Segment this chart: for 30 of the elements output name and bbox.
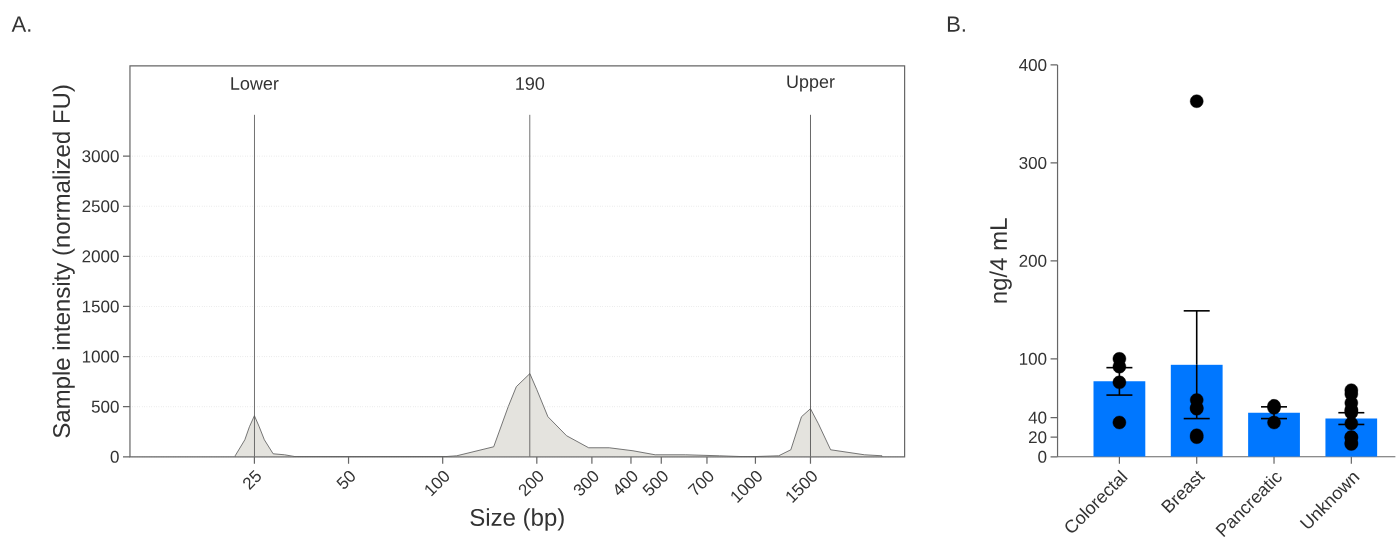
y-tick-label: 300 [1019, 157, 1047, 170]
chart-title: B. [947, 16, 965, 32]
x-axis-title: Size (bp) [470, 508, 564, 531]
y-axis-title: ng/4 mL [989, 218, 1012, 303]
ref-line-label: Upper [787, 75, 835, 92]
x-tick-label: 700 [687, 471, 714, 496]
y-tick-label: 40 [1028, 411, 1047, 424]
y-tick-label: 1000 [82, 350, 119, 363]
x-tick-label: 50 [336, 471, 355, 489]
y-tick-label: 200 [1019, 254, 1047, 268]
chart-title: A. [11, 16, 31, 32]
ref-line-label: Lower [231, 77, 279, 90]
y-tick-label: 0 [110, 450, 119, 463]
ref-line-label: 190 [516, 77, 545, 91]
y-tick-label: 1500 [82, 300, 119, 313]
y-tick-label: 20 [1028, 431, 1047, 444]
x-tick-label: 300 [573, 471, 599, 496]
y-tick-label: 3000 [82, 150, 119, 163]
y-tick-label: 2000 [82, 250, 119, 263]
x-tick-label: 400 [615, 471, 638, 496]
x-tick-label: 100 [425, 471, 449, 497]
y-tick-label: 400 [1019, 59, 1047, 72]
y-tick-label: 100 [1019, 352, 1047, 365]
x-tick-label: 500 [642, 471, 668, 496]
x-tick-label: 200 [518, 471, 544, 497]
y-tick-label: 2500 [82, 200, 119, 213]
y-axis-title: Sample intensity (normalized FU) [52, 85, 75, 438]
y-tick-label: 500 [91, 400, 119, 413]
y-tick-label: 0 [1038, 450, 1047, 463]
x-tick-label: 25 [243, 470, 261, 491]
